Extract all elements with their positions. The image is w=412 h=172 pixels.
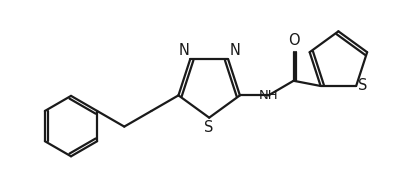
Text: S: S [358,78,368,93]
Text: N: N [229,43,240,58]
Text: S: S [204,120,214,135]
Text: O: O [288,34,300,49]
Text: N: N [178,43,189,58]
Text: NH: NH [259,89,279,102]
